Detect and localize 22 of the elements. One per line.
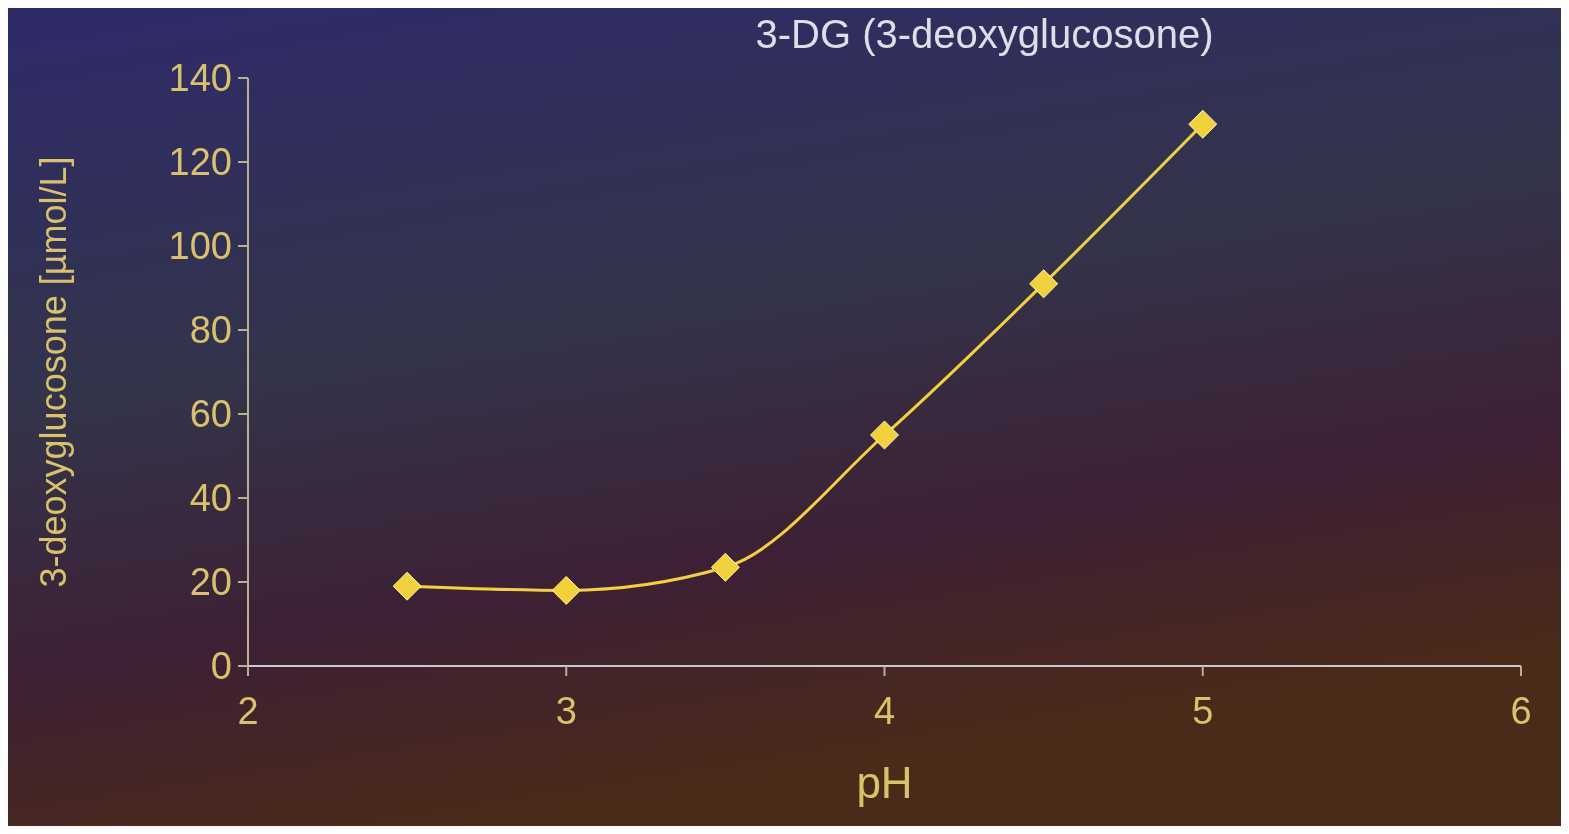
point	[551, 575, 581, 605]
x-tick-label: 6	[1510, 690, 1532, 732]
point	[870, 420, 899, 450]
x-tick-label: 5	[1192, 690, 1214, 732]
point	[1029, 269, 1059, 299]
y-tick-label: 0	[210, 645, 232, 688]
y-tick-label: 120	[168, 141, 232, 184]
x-tick-label: 2	[237, 690, 259, 732]
x-axis-title: pH	[856, 758, 913, 807]
point	[710, 552, 740, 582]
point	[1188, 109, 1218, 139]
y-tick-label: 20	[189, 561, 232, 604]
chart-title: 3-DG (3-deoxyglucosone)	[755, 12, 1214, 56]
y-tick-label: 80	[189, 309, 232, 352]
y-tick-label: 60	[189, 393, 232, 436]
y-tick-label: 40	[189, 477, 232, 520]
y-axis-title: 3-deoxyglucosone [µmol/L]	[33, 156, 74, 588]
point	[392, 571, 422, 601]
y-tick-label: 100	[168, 225, 232, 268]
x-tick-label: 3	[555, 690, 577, 732]
y-tick-label: 140	[168, 57, 232, 100]
x-tick-label: 4	[873, 690, 896, 732]
